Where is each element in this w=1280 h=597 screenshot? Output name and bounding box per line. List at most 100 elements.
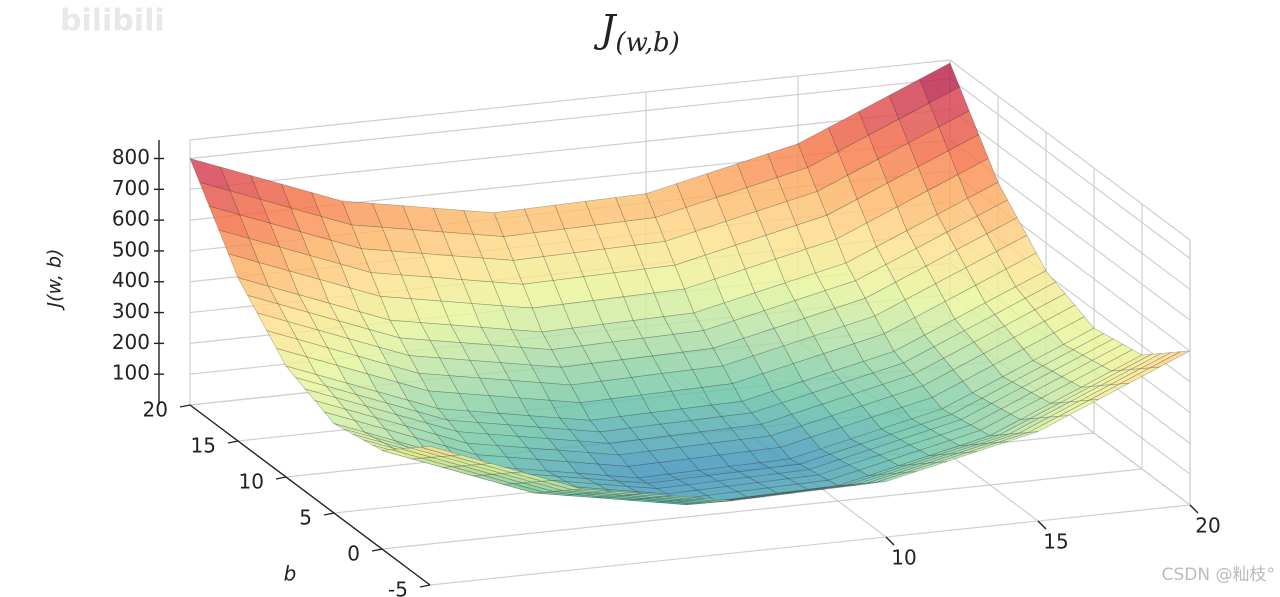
surface-facet (315, 374, 358, 396)
surface-facet (747, 473, 790, 483)
surface-facet (779, 436, 821, 460)
surface-facet (659, 420, 701, 437)
surface-facet (539, 382, 581, 404)
surface-facet (787, 474, 830, 485)
surface-facet (583, 492, 624, 497)
surface-facet (613, 268, 655, 298)
surface-facet (877, 142, 919, 184)
surface-facet (637, 473, 679, 484)
surface-facet (554, 200, 596, 230)
chart-title: J(w,b) (593, 7, 680, 59)
y-tick-label: -5 (388, 578, 408, 597)
y-axis-label: b (284, 562, 297, 586)
surface-facet (664, 231, 706, 266)
surface-facet (915, 231, 957, 267)
surface-facet (866, 472, 907, 484)
surface-facet (627, 462, 669, 479)
surface-facet (981, 381, 1023, 404)
surface-facet (306, 356, 348, 384)
surface-facet (691, 365, 733, 388)
surface-facet (325, 385, 367, 407)
surface-facet (661, 369, 703, 392)
surface-facet (1119, 366, 1160, 385)
surface-facet (406, 399, 449, 421)
surface-facet (623, 494, 664, 498)
pane-edge (949, 59, 1191, 241)
surface-facet (888, 449, 930, 466)
x-tick (1189, 504, 1199, 514)
surface-facet (339, 263, 381, 297)
surface-facet (523, 204, 565, 234)
surface-facet (971, 376, 1014, 399)
surface-facet (869, 439, 911, 456)
surface-facet (893, 334, 935, 364)
surface-facet (644, 497, 685, 502)
grid-line (949, 108, 1191, 290)
surface-facet (405, 425, 447, 447)
surface-facet (896, 190, 938, 232)
surface-facet (653, 496, 695, 501)
surface-facet (768, 463, 811, 474)
surface-facet (669, 431, 711, 448)
y-tick-label: 10 (239, 470, 264, 494)
surface-facet (765, 224, 807, 260)
surface-facet (776, 167, 818, 202)
z-tick-label: 300 (112, 299, 150, 323)
surface-facet (533, 491, 575, 496)
y-tick (179, 404, 191, 408)
surface-facet (725, 211, 767, 246)
surface-facet (684, 498, 725, 503)
surface-facet (653, 288, 695, 318)
surface-facet (960, 403, 1002, 426)
grid-line (949, 78, 1191, 259)
surface-facet (592, 296, 634, 325)
surface-facet (908, 126, 949, 168)
surface-facet (663, 495, 704, 500)
surface-facet (796, 214, 837, 250)
surface-facet (705, 491, 748, 502)
surface-facet (571, 323, 613, 347)
surface-facet (979, 413, 1022, 437)
surface-facet (608, 439, 650, 456)
surface-facet (1058, 399, 1099, 417)
surface-facet (931, 380, 973, 410)
surface-facet (286, 321, 329, 349)
surface-facet (709, 439, 751, 456)
surface-facet (720, 412, 762, 429)
surface-facet (629, 423, 671, 440)
surface-facet (395, 414, 438, 436)
surface-facet (570, 380, 612, 404)
z-tick-label: 800 (112, 145, 150, 169)
surface-facet (560, 363, 602, 386)
surface-facet (645, 183, 687, 218)
x-tick (1037, 520, 1047, 530)
y-tick (227, 440, 239, 444)
surface-facet (298, 294, 340, 322)
pane-edge (189, 59, 951, 141)
surface-facet (963, 314, 1005, 343)
surface-facet (739, 435, 781, 452)
surface-facet (581, 341, 623, 364)
grid-line (381, 468, 1143, 550)
surface-facet (481, 463, 522, 474)
surface-facet (797, 479, 839, 490)
watermark-site: bilibili (60, 4, 165, 39)
surface-facet (674, 254, 716, 290)
grid-line (189, 77, 951, 160)
title-main: J (593, 7, 617, 51)
surface-facet (611, 337, 653, 361)
surface-facet (294, 377, 337, 399)
surface-facet (685, 197, 727, 232)
surface-facet (643, 264, 685, 294)
surface-facet (603, 244, 645, 274)
surface-facet (333, 423, 375, 438)
surface-facet (619, 412, 661, 429)
surface-facet (836, 222, 877, 264)
surface-facet (756, 201, 797, 236)
surface-facet (648, 446, 690, 463)
surface-facet (365, 405, 407, 427)
surface-facet (986, 217, 1028, 252)
surface-facet (573, 493, 615, 498)
surface-facet (674, 499, 715, 504)
